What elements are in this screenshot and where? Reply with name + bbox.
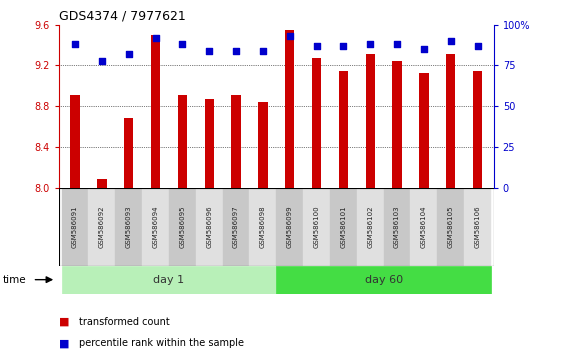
Bar	[124, 118, 134, 188]
Bar	[70, 95, 80, 188]
Bar	[312, 58, 321, 188]
Text: day 60: day 60	[365, 275, 403, 285]
Bar	[62, 188, 89, 266]
Bar	[62, 266, 276, 294]
Bar	[339, 70, 348, 188]
Bar	[384, 188, 411, 266]
Point	[259, 48, 268, 54]
Point	[339, 43, 348, 49]
Text: GSM586093: GSM586093	[126, 205, 132, 248]
Text: GSM586098: GSM586098	[260, 205, 266, 248]
Text: GSM586106: GSM586106	[475, 205, 481, 248]
Text: ■: ■	[59, 317, 70, 327]
Point	[151, 35, 160, 41]
Bar	[169, 188, 196, 266]
Bar	[276, 188, 303, 266]
Point	[285, 33, 294, 39]
Bar	[330, 188, 357, 266]
Point	[312, 43, 321, 49]
Text: transformed count: transformed count	[79, 317, 169, 327]
Point	[98, 58, 107, 63]
Point	[178, 41, 187, 47]
Bar	[285, 30, 295, 188]
Bar	[366, 54, 375, 188]
Text: ■: ■	[59, 338, 70, 348]
Text: GSM586094: GSM586094	[153, 205, 159, 248]
Bar	[411, 188, 438, 266]
Text: GSM586099: GSM586099	[287, 205, 293, 248]
Bar	[89, 188, 115, 266]
Text: GSM586104: GSM586104	[421, 205, 427, 248]
Text: GSM586100: GSM586100	[314, 205, 320, 248]
Bar	[151, 35, 160, 188]
Bar	[115, 188, 142, 266]
Bar	[446, 54, 456, 188]
Point	[420, 46, 429, 52]
Point	[205, 48, 214, 54]
Bar	[438, 188, 464, 266]
Text: GSM586097: GSM586097	[233, 205, 239, 248]
Bar	[473, 70, 482, 188]
Text: time: time	[3, 275, 26, 285]
Bar	[205, 99, 214, 188]
Point	[446, 38, 455, 44]
Bar	[142, 188, 169, 266]
Text: GSM586096: GSM586096	[206, 205, 212, 248]
Text: GSM586091: GSM586091	[72, 205, 78, 248]
Point	[366, 41, 375, 47]
Bar	[178, 95, 187, 188]
Point	[473, 43, 482, 49]
Text: GSM586102: GSM586102	[367, 205, 373, 248]
Text: GSM586103: GSM586103	[394, 205, 400, 248]
Point	[124, 51, 133, 57]
Bar	[97, 179, 107, 188]
Text: GSM586092: GSM586092	[99, 205, 105, 248]
Bar	[231, 95, 241, 188]
Bar	[258, 102, 268, 188]
Point	[232, 48, 241, 54]
Bar	[464, 188, 491, 266]
Bar	[223, 188, 250, 266]
Bar	[303, 188, 330, 266]
Bar	[250, 188, 276, 266]
Point	[393, 41, 402, 47]
Text: GSM586101: GSM586101	[341, 205, 346, 248]
Bar	[196, 188, 223, 266]
Text: GDS4374 / 7977621: GDS4374 / 7977621	[59, 9, 186, 22]
Text: day 1: day 1	[153, 275, 185, 285]
Bar	[392, 61, 402, 188]
Bar	[357, 188, 384, 266]
Bar	[419, 73, 429, 188]
Text: GSM586105: GSM586105	[448, 205, 454, 248]
Bar	[276, 266, 491, 294]
Text: GSM586095: GSM586095	[180, 205, 185, 248]
Point	[71, 41, 80, 47]
Text: percentile rank within the sample: percentile rank within the sample	[79, 338, 243, 348]
